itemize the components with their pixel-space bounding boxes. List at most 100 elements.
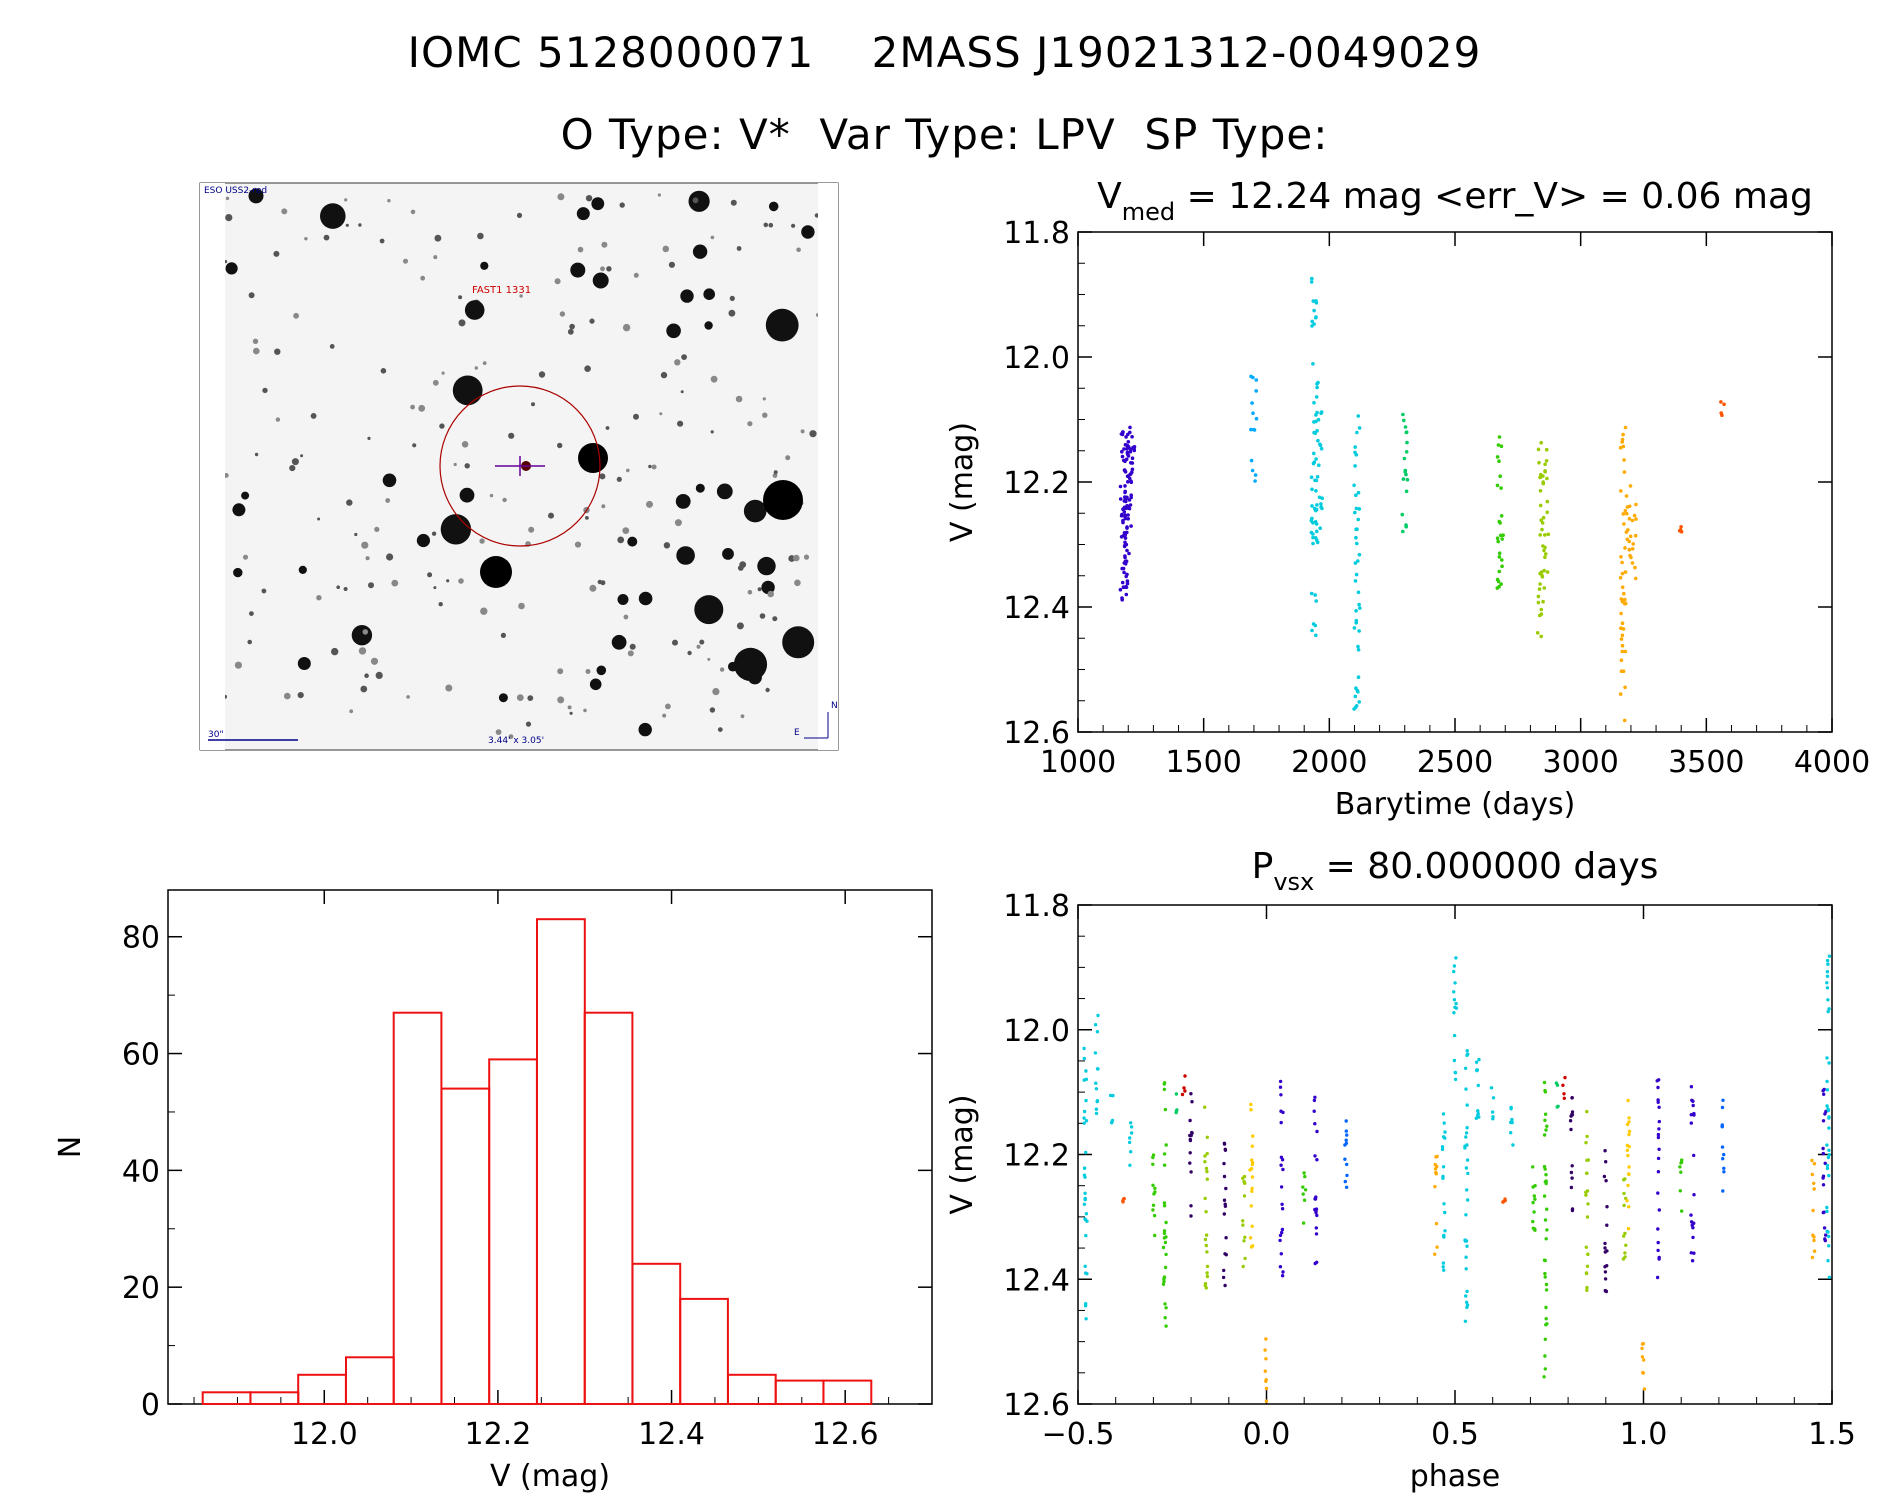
phase-point: [1278, 1238, 1282, 1243]
phase-point: [1162, 1152, 1167, 1156]
phase-point: [1604, 1179, 1608, 1183]
phase-point: [1314, 1226, 1319, 1230]
phase-point: [1827, 1173, 1831, 1178]
phase-point: [1627, 1120, 1631, 1124]
phase-point: [1586, 1202, 1590, 1206]
data-point: [1310, 487, 1314, 492]
data-point: [1312, 420, 1316, 424]
phase-point: [1248, 1236, 1253, 1240]
histogram-bar: [488, 1058, 538, 1406]
phase-point: [1151, 1183, 1155, 1188]
phase-point: [1627, 1129, 1632, 1134]
data-point: [1545, 499, 1550, 504]
finder-star: [385, 498, 391, 503]
phase-point: [1162, 1087, 1167, 1092]
finder-star: [677, 420, 684, 427]
phase-point: [1435, 1245, 1439, 1249]
data-point: [1315, 429, 1319, 433]
y-axis-label: V (mag): [945, 1094, 980, 1214]
phase-point: [1690, 1223, 1694, 1227]
phase-point: [1543, 1275, 1547, 1279]
data-point: [1541, 515, 1546, 520]
phase-point: [1657, 1078, 1661, 1082]
fov-label: 3.44' x 3.05': [488, 736, 544, 746]
phase-point: [1465, 1188, 1469, 1192]
phase-point: [1264, 1386, 1269, 1391]
phase-point: [1312, 1098, 1317, 1103]
data-point: [1401, 412, 1405, 417]
phase-point: [1204, 1166, 1209, 1171]
finder-star: [599, 473, 606, 480]
phase-point: [1626, 1227, 1631, 1231]
phase-point: [1264, 1357, 1268, 1361]
data-point: [1357, 507, 1362, 511]
phase-point: [1511, 1143, 1515, 1147]
finder-star: [344, 198, 348, 202]
finder-star: [461, 441, 469, 448]
data-point: [1495, 483, 1500, 488]
finder-star: [674, 519, 682, 527]
phase-point: [1223, 1283, 1227, 1288]
phase-point: [1152, 1213, 1157, 1218]
phase-point: [1084, 1069, 1088, 1073]
finder-margin: [818, 183, 838, 750]
phase-point: [1443, 1130, 1447, 1134]
finder-star: [233, 567, 243, 578]
phase-point: [1691, 1103, 1695, 1108]
phase-point: [1605, 1264, 1609, 1268]
phase-point: [1584, 1245, 1589, 1249]
phase-point: [1279, 1252, 1284, 1256]
phase-point: [1162, 1201, 1167, 1205]
phase-point: [1543, 1271, 1547, 1276]
plot-frame: [167, 889, 933, 1405]
phase-point: [1343, 1157, 1347, 1161]
y-tick-label: 12.4: [1003, 1263, 1070, 1298]
finder-star: [800, 429, 805, 434]
phase-point: [1822, 1226, 1827, 1230]
phase-point: [1164, 1324, 1168, 1328]
phase-point: [1544, 1323, 1548, 1327]
y-tick-label: 80: [122, 921, 160, 956]
phase-point: [1263, 1369, 1268, 1373]
finder-star: [304, 237, 308, 241]
phase-point: [1533, 1197, 1537, 1201]
data-point: [1497, 551, 1502, 555]
phase-point: [1603, 1241, 1607, 1246]
data-point: [1352, 483, 1356, 488]
finder-star: [596, 665, 607, 676]
data-point: [1315, 503, 1319, 507]
phase-point: [1188, 1118, 1192, 1123]
data-point: [1679, 529, 1684, 534]
phase-point: [1466, 1171, 1470, 1176]
data-point: [1619, 597, 1624, 601]
phase-point: [1161, 1245, 1166, 1250]
data-point: [1622, 522, 1626, 526]
data-point: [1497, 569, 1502, 574]
finder-chart: ESO USS2-red FAST1 1331 30" 3.44' x 3.05…: [199, 182, 839, 751]
phase-point: [1544, 1305, 1548, 1310]
data-point: [1623, 685, 1627, 690]
phase-point: [1452, 1011, 1456, 1015]
data-point: [1633, 576, 1638, 581]
finder-star: [576, 207, 590, 221]
data-point: [1623, 509, 1628, 513]
phase-point: [1825, 1163, 1830, 1168]
finder-star: [569, 323, 575, 330]
light-curve-chart: 1000 1500 2000 2500 3000 3500 4000 11.8 12.0 12.2…: [945, 176, 1870, 822]
finder-star: [297, 692, 304, 699]
phase-point: [1084, 1317, 1088, 1321]
data-point: [1497, 459, 1501, 464]
data-point: [1119, 535, 1124, 539]
phase-point: [1827, 1126, 1831, 1130]
phase-point: [1811, 1233, 1815, 1237]
phase-point: [1280, 1230, 1284, 1235]
plot-frame: [1077, 231, 1833, 733]
finder-star: [796, 247, 801, 253]
phase-point: [1826, 1108, 1831, 1113]
finder-star: [557, 696, 565, 704]
phase-point: [1279, 1093, 1283, 1097]
data-point: [1126, 432, 1130, 437]
finder-star: [440, 514, 472, 545]
data-point: [1319, 446, 1324, 451]
phase-point: [1584, 1271, 1589, 1276]
